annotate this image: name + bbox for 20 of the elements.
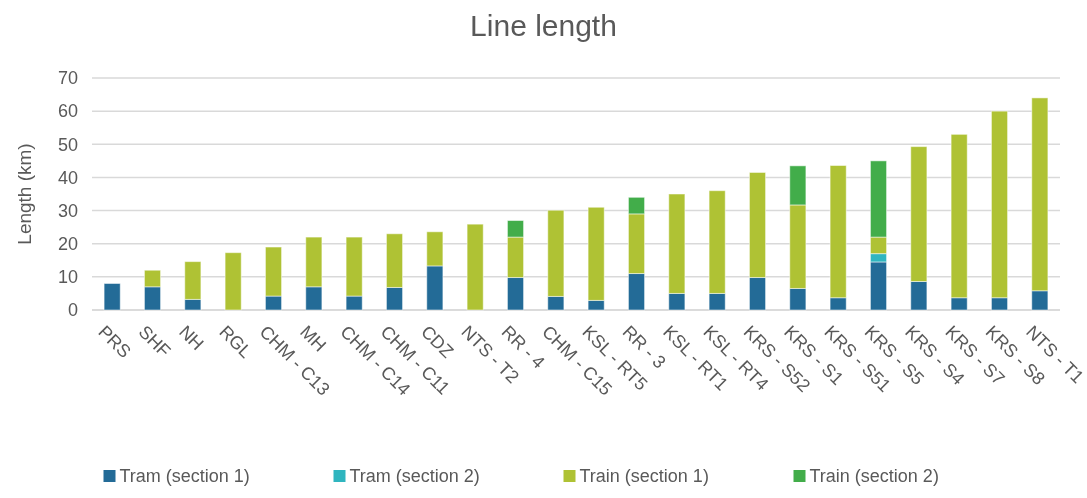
legend-label: Train (section 1) xyxy=(579,466,709,486)
bar xyxy=(103,282,121,311)
y-tick-label: 40 xyxy=(57,167,78,188)
y-tick-label: 0 xyxy=(67,300,78,321)
x-tick-label: MH xyxy=(296,321,331,356)
y-tick-label: 50 xyxy=(57,134,78,155)
x-tick-label: SHF xyxy=(134,321,175,362)
chart-title: Line length xyxy=(470,9,617,42)
y-tick-label: 20 xyxy=(57,234,78,255)
legend-label: Train (section 2) xyxy=(809,466,939,486)
bar xyxy=(466,223,484,311)
y-tick-label: 70 xyxy=(57,68,78,89)
y-tick-label: 60 xyxy=(57,101,78,122)
y-tick-label: 10 xyxy=(57,267,78,288)
legend-label: Tram (section 1) xyxy=(119,466,250,486)
y-axis-title: Length (km) xyxy=(13,143,35,245)
bar xyxy=(224,252,242,311)
legend-label: Tram (section 2) xyxy=(349,466,480,486)
x-tick-label: NH xyxy=(175,321,208,355)
y-tick-label: 30 xyxy=(57,200,78,221)
